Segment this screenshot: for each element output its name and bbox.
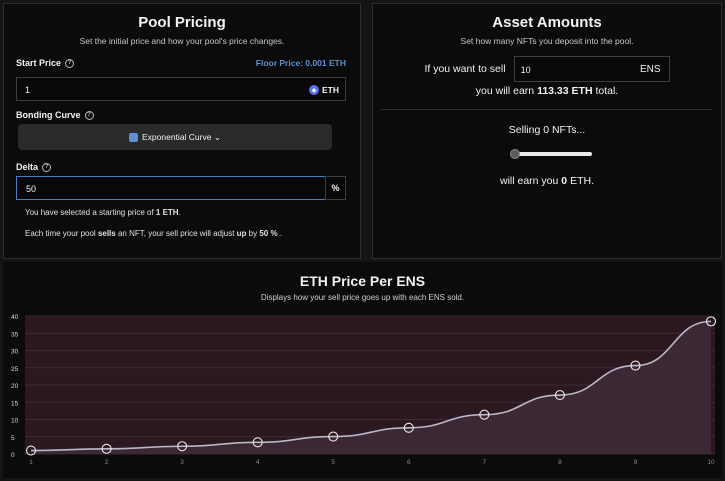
earn-text: you will earn <box>475 85 535 97</box>
price-adjust-note: Each time your pool sells an NFT, your s… <box>25 229 282 238</box>
y-tick-label: 35 <box>11 331 19 338</box>
start-price-input[interactable]: 1 ◆ ETH <box>16 77 346 101</box>
floor-price: Floor Price: 0.001 ETH <box>255 58 346 68</box>
data-point <box>177 441 188 452</box>
x-tick-label: 9 <box>634 459 638 466</box>
sell-amount-value: 10 <box>520 65 531 75</box>
earn-text: total. <box>595 85 619 97</box>
chart-title: ETH Price Per ENS <box>299 273 426 289</box>
y-tick-label: 0 <box>11 452 15 459</box>
asset-amounts-title: Asset Amounts <box>492 14 602 31</box>
delta-label-text: Delta <box>16 162 39 172</box>
earn-total-row: you will earn 113.33 ETH total. <box>373 85 721 97</box>
delta-input[interactable]: 50 <box>16 176 326 200</box>
data-point <box>403 422 414 433</box>
start-price-label: Start Price ? <box>16 58 75 68</box>
data-point <box>554 389 565 401</box>
data-point <box>25 445 37 456</box>
x-tick-label: 6 <box>407 459 411 466</box>
data-point <box>252 437 263 448</box>
help-icon[interactable]: ? <box>65 58 75 68</box>
sell-prefix: If you want to sell <box>424 63 506 75</box>
note-text: . <box>178 208 181 217</box>
note-text: You have selected a starting price of <box>25 208 156 217</box>
earn-selling-row: will earn you 0 ETH. <box>373 175 721 187</box>
price-chart: 0 5 10 15 20 25 30 35 40 1 2 3 4 5 6 7 8 9 10 <box>11 314 717 466</box>
x-tick-label: 8 <box>558 459 562 466</box>
eth-token: ◆ ETH <box>309 85 339 95</box>
note-bold: sells <box>97 229 116 238</box>
delta-label: Delta ? <box>16 162 52 172</box>
exponential-curve-icon <box>129 132 139 142</box>
eth-label: ETH <box>322 85 339 95</box>
pool-pricing-subtitle: Set the initial price and how your pool'… <box>79 36 285 46</box>
x-tick-label: 1 <box>29 459 33 466</box>
nft-count-slider[interactable] <box>510 149 592 159</box>
earn-text: ETH. <box>570 175 594 187</box>
note-text: . <box>277 229 283 238</box>
sell-unit: ENS <box>640 64 661 75</box>
sell-amount-input[interactable]: 10 ENS <box>513 56 670 82</box>
earn-amount: 0 <box>561 175 568 187</box>
y-tick-label: 15 <box>11 400 19 407</box>
asset-amounts-subtitle: Set how many NFTs you deposit into the p… <box>460 36 634 46</box>
y-tick-label: 30 <box>11 349 19 356</box>
x-tick-label: 3 <box>180 459 184 466</box>
series-area <box>31 321 711 454</box>
sell-amount-row: If you want to sell 10 ENS <box>373 56 721 82</box>
bonding-curve-label: Bonding Curve ? <box>16 110 94 120</box>
asset-amounts-panel: Asset Amounts Set how many NFTs you depo… <box>372 3 722 259</box>
data-point <box>705 316 717 327</box>
slider-handle[interactable] <box>510 149 520 159</box>
data-point <box>328 431 339 442</box>
x-tick-label: 10 <box>707 459 715 466</box>
data-point <box>630 360 641 371</box>
starting-price-note: You have selected a starting price of 1 … <box>25 208 181 217</box>
delta-value: 50 <box>26 184 37 194</box>
note-bold: 1 ETH <box>155 208 179 217</box>
y-tick-label: 5 <box>11 435 15 442</box>
pool-pricing-panel: Pool Pricing Set the initial price and h… <box>3 3 361 259</box>
ethereum-icon: ◆ <box>309 85 319 95</box>
x-tick-label: 5 <box>331 459 335 466</box>
note-text: by <box>246 229 260 238</box>
start-price-value: 1 <box>25 85 31 95</box>
note-text: Each time your pool <box>25 229 98 238</box>
note-bold: up <box>236 229 247 238</box>
data-point <box>479 409 490 420</box>
x-tick-label: 2 <box>105 459 109 466</box>
bonding-curve-dropdown[interactable]: Exponential Curve ⌄ <box>18 124 332 150</box>
data-point <box>101 443 112 454</box>
pool-pricing-title: Pool Pricing <box>138 14 226 31</box>
bonding-curve-label-text: Bonding Curve <box>16 110 81 120</box>
help-icon[interactable]: ? <box>84 110 94 120</box>
earn-amount: 113.33 ETH <box>537 85 593 97</box>
divider <box>381 109 713 110</box>
note-text: an NFT, your sell price will adjust <box>115 229 237 238</box>
series-line <box>30 320 712 452</box>
y-tick-label: 20 <box>11 383 19 390</box>
y-tick-label: 40 <box>11 314 19 321</box>
chart-subtitle: Displays how your sell price goes up wit… <box>260 293 465 302</box>
selling-count: Selling 0 NFTs... <box>508 124 586 136</box>
bonding-curve-value: Exponential Curve ⌄ <box>142 131 221 142</box>
x-tick-label: 4 <box>256 459 260 466</box>
price-chart-panel: ETH Price Per ENS Displays how your sell… <box>3 262 722 478</box>
note-bold: 50 % <box>259 229 278 238</box>
earn-text: will earn you <box>500 175 559 187</box>
delta-unit: % <box>325 176 346 200</box>
x-tick-label: 7 <box>483 459 487 466</box>
y-tick-label: 25 <box>11 366 19 373</box>
y-tick-label: 10 <box>11 418 19 425</box>
start-price-label-text: Start Price <box>16 58 62 68</box>
help-icon[interactable]: ? <box>42 162 52 172</box>
